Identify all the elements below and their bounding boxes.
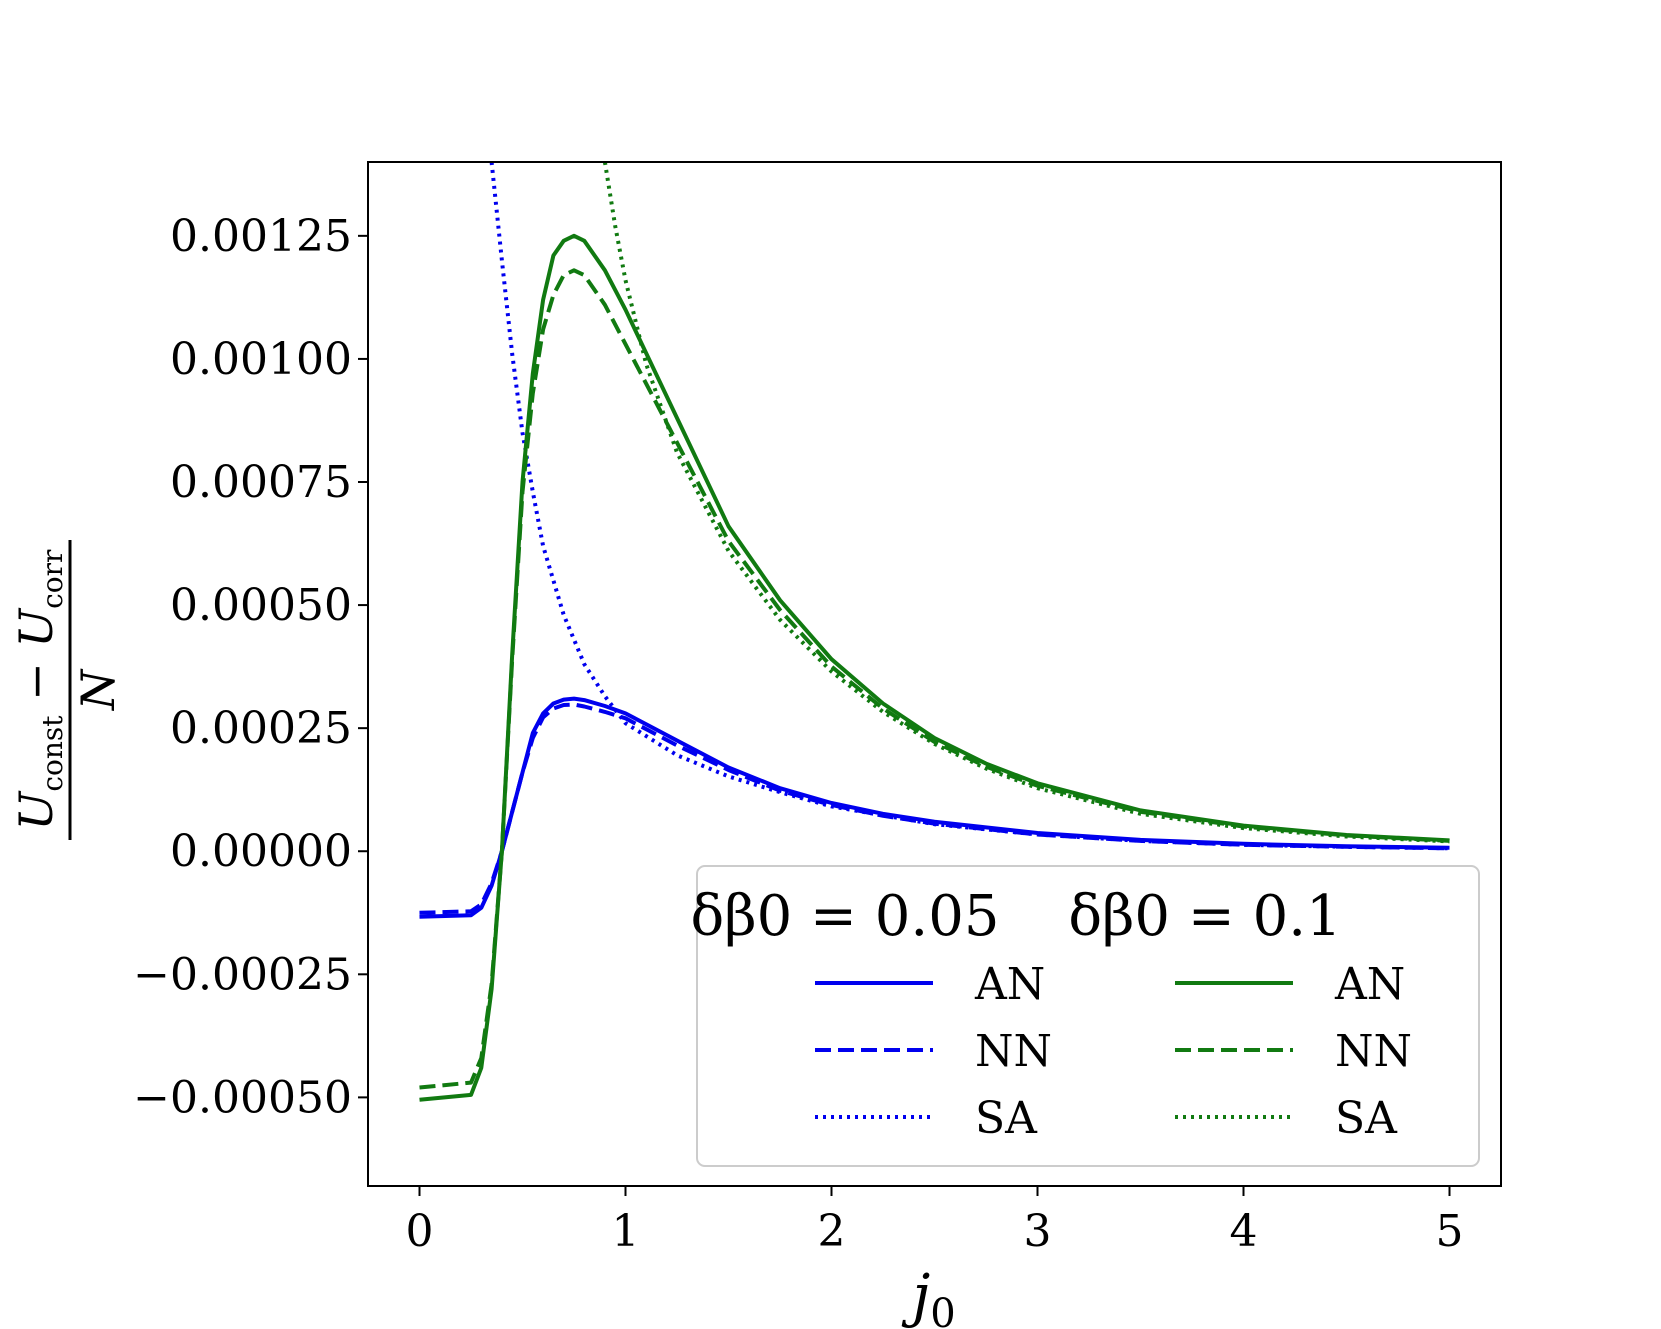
legend-title-1: δβ0 = 0.1: [1068, 884, 1341, 949]
svg-text:Uconst − Ucorr: Uconst − Ucorr: [9, 549, 69, 830]
legend-label: AN: [1334, 959, 1405, 1010]
legend-label: SA: [975, 1093, 1038, 1144]
y-tick-label: 0.00075: [170, 457, 352, 508]
y-tick-label: −0.00025: [133, 949, 352, 1000]
y-tick-label: 0.00125: [170, 211, 352, 262]
series-layer: [419, 162, 1450, 1102]
x-tick-label: 5: [1436, 1206, 1464, 1257]
x-tick-label: 3: [1024, 1206, 1052, 1257]
legend: δβ0 = 0.05 δβ0 = 0.1 AN NN SA AN NN SA: [691, 865, 1480, 1167]
legend-title-0: δβ0 = 0.05: [691, 884, 1000, 949]
y-tick-label: 0.00100: [170, 334, 352, 385]
y-axis-ticks: −0.00050 −0.00025 0.00000 0.00025 0.00050 0.0…: [133, 211, 368, 1123]
y-tick-label: 0.00025: [170, 703, 352, 754]
x-tick-label: 1: [612, 1206, 640, 1257]
series-line: [419, 268, 1450, 1090]
y-tick-label: −0.00050: [133, 1072, 352, 1123]
series-line: [489, 162, 1450, 851]
x-tick-label: 0: [406, 1206, 434, 1257]
x-axis-label: j0: [901, 1261, 955, 1329]
legend-label: NN: [975, 1026, 1052, 1077]
legend-label: SA: [1335, 1093, 1398, 1144]
series-line: [602, 162, 1450, 844]
svg-text:N: N: [71, 668, 125, 711]
legend-label: NN: [1335, 1026, 1412, 1077]
legend-entries: AN NN SA AN NN SA: [815, 959, 1412, 1144]
x-axis-ticks: 0 1 2 3 4 5: [406, 1186, 1464, 1257]
x-tick-label: 4: [1230, 1206, 1258, 1257]
y-tick-label: 0.00000: [170, 826, 352, 877]
y-axis-label: Uconst − Ucorr N: [9, 540, 125, 840]
legend-label: AN: [974, 959, 1045, 1010]
x-tick-label: 2: [818, 1206, 846, 1257]
legend-frame: [696, 865, 1480, 1167]
y-tick-label: 0.00050: [170, 580, 352, 631]
plot-frame: [367, 161, 1502, 1187]
